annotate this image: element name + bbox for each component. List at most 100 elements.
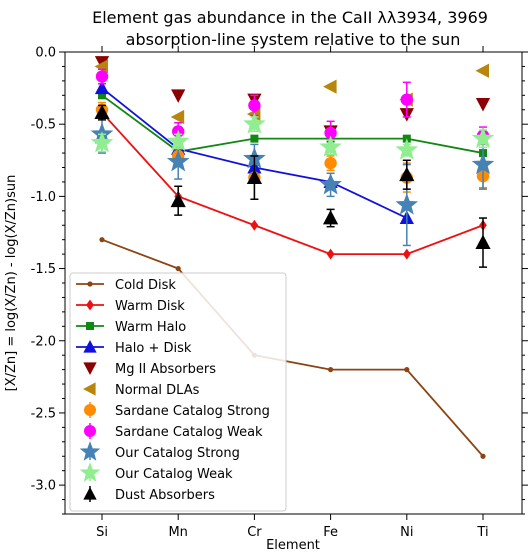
data-point xyxy=(399,166,415,182)
data-point xyxy=(94,104,110,120)
x-tick-labels: Si Mn Cr Fe Ni Ti xyxy=(96,525,489,540)
data-point xyxy=(475,97,491,112)
chart-title-line-1: Element gas abundance in the CaII λλ3934… xyxy=(92,8,488,27)
data-point xyxy=(170,109,185,125)
data-point xyxy=(171,89,186,103)
data-point xyxy=(400,93,413,106)
series-line xyxy=(101,94,484,154)
data-point xyxy=(326,248,335,260)
legend-label: Our Catalog Weak xyxy=(115,467,233,482)
x-tick-label: Cr xyxy=(247,525,262,540)
data-point xyxy=(328,367,334,373)
series-sardane-catalog-strong xyxy=(95,101,490,201)
legend-marker xyxy=(79,441,101,461)
data-point xyxy=(480,453,486,459)
legend-entry: Our Catalog Strong xyxy=(79,441,240,461)
legend-marker xyxy=(87,281,93,287)
y-tick-label: -0.5 xyxy=(31,118,56,133)
legend-entry: Normal DLAs xyxy=(83,382,200,398)
data-point xyxy=(471,152,495,175)
x-tick-label: Si xyxy=(96,525,108,540)
y-tick-label: 0.0 xyxy=(35,46,56,61)
chart-title-line-2: absorption-line system relative to the s… xyxy=(126,30,461,49)
legend-label: Sardane Catalog Weak xyxy=(115,425,263,440)
data-point xyxy=(471,126,495,149)
legend-label: Normal DLAs xyxy=(115,383,200,398)
data-point xyxy=(475,63,489,78)
series-line xyxy=(101,112,484,256)
data-point xyxy=(319,135,342,157)
legend-entry: Cold Disk xyxy=(76,278,176,293)
legend-entry: Sardane Catalog Weak xyxy=(84,423,263,440)
series-dust-absorbers xyxy=(94,104,491,268)
legend-marker xyxy=(84,404,96,416)
x-tick-label: Ti xyxy=(476,525,488,540)
legend-label: Dust Absorbers xyxy=(115,488,215,503)
legend-label: Cold Disk xyxy=(115,278,176,293)
legend-marker xyxy=(83,340,97,353)
data-point xyxy=(94,80,110,95)
data-point xyxy=(475,234,491,249)
data-point xyxy=(323,210,339,225)
series-warm-disk xyxy=(98,107,487,260)
data-point xyxy=(248,99,261,112)
series-layer xyxy=(90,56,495,459)
chart-title: Element gas abundance in the CaII λλ3934… xyxy=(92,8,488,49)
data-point xyxy=(175,265,181,272)
legend-marker xyxy=(83,362,97,375)
data-point xyxy=(90,131,114,153)
y-tick-label: -2.0 xyxy=(31,334,56,349)
data-point xyxy=(402,248,411,260)
x-tick-label: Mn xyxy=(168,525,187,540)
legend-marker xyxy=(86,322,94,330)
legend-entry: Halo + Disk xyxy=(76,340,192,356)
series-sardane-catalog-weak xyxy=(95,68,490,146)
data-point xyxy=(166,129,190,152)
y-tick-labels: 0.0 -0.5 -1.0 -1.5 -2.0 -2.5 -3.0 xyxy=(31,46,56,494)
data-point xyxy=(319,172,342,195)
legend: Cold Disk Warm Disk Warm Halo Halo + Disk Mg… xyxy=(69,272,287,512)
series-mg-ii-absorbers xyxy=(94,56,491,139)
series-warm-halo xyxy=(98,91,487,158)
legend-label: Mg II Absorbers xyxy=(115,362,216,377)
legend-entry: Our Catalog Weak xyxy=(79,462,233,482)
data-point xyxy=(99,237,105,243)
legend-label: Our Catalog Strong xyxy=(115,446,240,461)
data-point xyxy=(324,126,337,140)
data-point xyxy=(246,169,262,185)
legend-label: Sardane Catalog Strong xyxy=(115,404,270,419)
data-point xyxy=(324,156,337,170)
series-our-catalog-weak xyxy=(90,112,495,160)
legend-entry: Mg II Absorbers xyxy=(83,362,216,377)
y-tick-label: -1.0 xyxy=(31,190,56,205)
series-normal-dlas xyxy=(94,59,489,125)
y-axis-label: [X/Zn] = log(X/Zn) - log(X/Zn)sun xyxy=(4,175,19,392)
data-point xyxy=(95,70,109,83)
legend-marker xyxy=(79,462,101,482)
legend-marker xyxy=(83,382,96,396)
legend-marker xyxy=(86,299,94,311)
data-point xyxy=(250,134,259,143)
data-point xyxy=(170,192,186,208)
data-point xyxy=(250,219,259,231)
legend-label: Warm Disk xyxy=(115,299,185,314)
y-tick-label: -3.0 xyxy=(31,479,56,494)
y-tick-label: -2.5 xyxy=(31,406,56,421)
legend-box xyxy=(69,272,287,512)
data-point xyxy=(243,112,266,134)
y-tick-label: -1.5 xyxy=(31,262,56,277)
data-point xyxy=(166,149,190,172)
legend-entry: Dust Absorbers xyxy=(83,486,215,503)
legend-label: Halo + Disk xyxy=(115,341,192,356)
legend-entry: Sardane Catalog Strong xyxy=(84,402,270,419)
legend-entry: Warm Halo xyxy=(76,320,186,335)
series-line xyxy=(101,238,484,457)
legend-label: Warm Halo xyxy=(115,320,186,335)
legend-marker xyxy=(83,487,97,500)
legend-marker xyxy=(84,425,96,437)
x-tick-label: Ni xyxy=(400,525,413,540)
data-point xyxy=(395,193,419,215)
x-tick-label: Fe xyxy=(323,525,338,540)
x-axis-label: Element xyxy=(266,538,320,553)
